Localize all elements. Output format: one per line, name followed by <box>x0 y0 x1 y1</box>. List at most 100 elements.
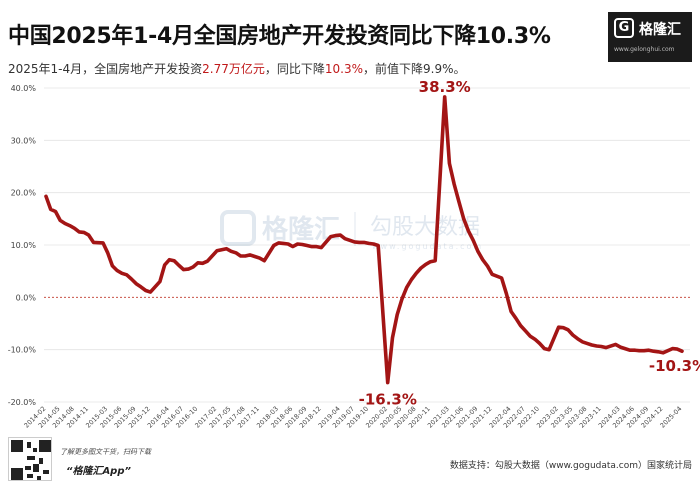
data-point <box>581 341 583 343</box>
data-point <box>467 230 469 232</box>
subtitle-value-rate: 10.3% <box>324 62 364 76</box>
qr-module <box>27 442 31 448</box>
data-point <box>149 291 151 293</box>
data-point <box>358 241 360 243</box>
data-point <box>567 329 569 331</box>
data-point <box>653 350 654 352</box>
data-point <box>249 254 251 256</box>
data-point <box>676 348 678 350</box>
data-point <box>472 239 474 241</box>
data-point <box>135 283 137 285</box>
data-point <box>501 277 503 279</box>
data-point <box>434 260 436 262</box>
data-point <box>543 348 545 350</box>
data-point <box>130 278 132 280</box>
data-point <box>339 234 341 236</box>
data-point <box>45 195 47 197</box>
data-point <box>297 243 299 245</box>
data-point <box>477 250 479 252</box>
y-tick-label: 30.0% <box>11 136 37 145</box>
data-point <box>453 183 455 185</box>
subtitle-mid: ，同比下降 <box>264 62 325 76</box>
y-tick-label: 0.0% <box>16 293 37 302</box>
annotation-layer: -16.3% 38.3% -10.3% <box>359 78 700 409</box>
data-point <box>634 349 635 351</box>
data-point <box>263 260 265 262</box>
data-point <box>55 211 56 212</box>
data-point <box>396 314 398 316</box>
data-point <box>363 241 365 243</box>
data-point <box>648 349 650 351</box>
data-point <box>515 317 517 319</box>
data-point <box>126 274 128 276</box>
data-point <box>173 260 175 262</box>
data-point <box>615 343 617 345</box>
data-point <box>330 236 332 238</box>
data-point <box>448 162 450 164</box>
data-point <box>624 348 626 350</box>
qr-module <box>25 466 31 470</box>
data-point <box>282 242 284 244</box>
data-point <box>301 244 303 245</box>
data-point <box>629 349 631 351</box>
data-point <box>311 246 313 248</box>
qr-module <box>33 464 39 472</box>
data-point <box>643 350 645 352</box>
subtitle: 2025年1-4月，全国房地产开发投资2.77万亿元，同比下降10.3%，前值下… <box>8 60 466 77</box>
subtitle-post: ，前值下降9.9%。 <box>363 62 466 76</box>
data-point <box>292 246 294 248</box>
y-tick-label: 20.0% <box>11 189 37 198</box>
logo-url: www.gelonghui.com <box>614 46 675 53</box>
data-point <box>335 235 336 237</box>
data-point <box>548 349 550 351</box>
data-point <box>145 290 147 291</box>
data-point <box>159 281 161 283</box>
data-point <box>116 270 118 272</box>
series-layer <box>44 95 684 385</box>
data-point <box>187 268 189 270</box>
data-point <box>591 344 593 346</box>
data-point <box>107 252 109 254</box>
data-point <box>672 348 673 350</box>
data-point <box>429 261 431 263</box>
data-point <box>216 250 218 252</box>
data-point <box>111 265 113 267</box>
series-line <box>44 95 684 385</box>
data-point <box>406 286 408 288</box>
y-tick-label: -10.0% <box>8 346 37 355</box>
data-point <box>178 264 180 266</box>
qr-module <box>37 476 41 480</box>
data-point <box>278 242 280 244</box>
qr-module <box>11 440 23 452</box>
data-point <box>50 208 52 210</box>
data-point <box>230 250 232 252</box>
qr-module <box>39 458 43 464</box>
data-point <box>206 260 208 262</box>
data-point <box>287 243 289 245</box>
data-point <box>392 337 393 339</box>
data-point <box>221 249 223 251</box>
y-tick-label: 40.0% <box>11 84 37 93</box>
data-point <box>164 264 166 266</box>
data-point <box>78 231 80 233</box>
logo-name: 格隆汇 <box>639 22 681 38</box>
data-point <box>681 350 683 352</box>
watermark-logo-icon <box>220 210 256 246</box>
data-point <box>524 330 526 332</box>
subtitle-value-amount: 2.77万亿元 <box>202 62 265 76</box>
data-point <box>83 231 85 233</box>
data-point <box>577 338 579 340</box>
data-point <box>88 234 90 236</box>
data-point <box>562 327 564 329</box>
qr-module <box>27 474 33 478</box>
data-point <box>202 262 204 264</box>
data-point <box>539 342 541 344</box>
data-point <box>520 325 522 327</box>
qr-module <box>33 448 37 452</box>
data-point <box>411 279 412 280</box>
data-point <box>420 267 422 269</box>
data-label: -10.3% <box>649 357 700 375</box>
data-point <box>121 272 123 274</box>
